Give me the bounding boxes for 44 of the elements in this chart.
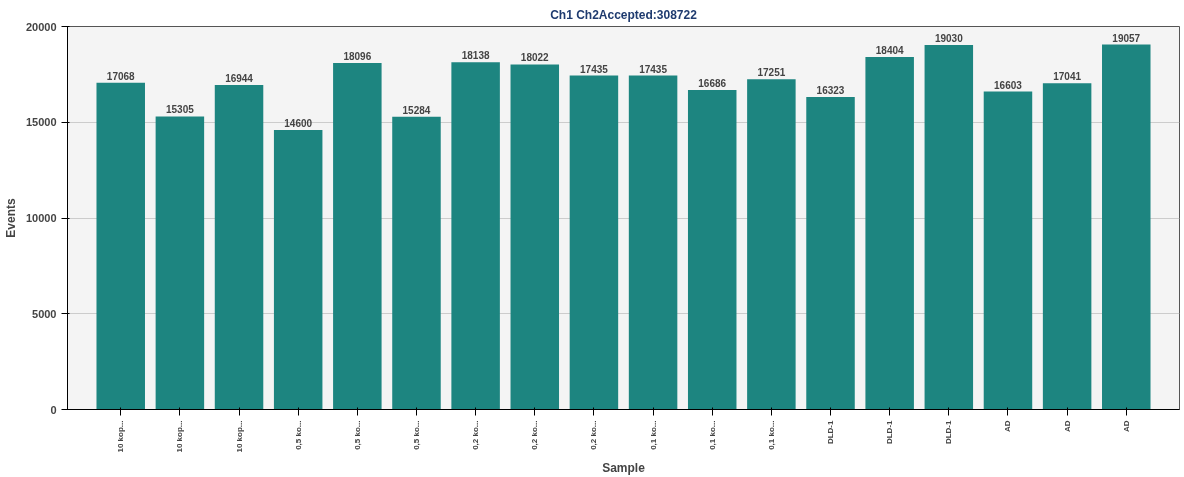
data-label: 15284 bbox=[402, 104, 431, 116]
y-axis-title: Events bbox=[3, 198, 18, 238]
x-axis-title: Sample bbox=[602, 460, 646, 475]
x-tick-label: AD bbox=[1003, 420, 1013, 433]
x-tick-label: 0,1 ko... bbox=[766, 420, 776, 450]
x-tick-label: 10 kop... bbox=[175, 420, 185, 453]
x-tick-label: 0,5 ko... bbox=[352, 420, 362, 450]
data-label: 16944 bbox=[225, 73, 254, 85]
chart-title: Ch1 Ch2Accepted:308722 bbox=[550, 7, 698, 22]
x-tick-label: 0,2 ko... bbox=[589, 420, 599, 450]
x-tick-label: 10 kop... bbox=[234, 420, 244, 453]
y-tick-label: 5000 bbox=[32, 307, 57, 320]
data-label: 17435 bbox=[580, 63, 609, 75]
data-label: 19057 bbox=[1112, 32, 1141, 44]
x-tick-label: DLD-1 bbox=[885, 419, 895, 445]
data-label: 14600 bbox=[284, 117, 313, 129]
data-label: 16603 bbox=[994, 79, 1023, 91]
y-tick-label: 0 bbox=[50, 403, 57, 416]
x-tick-label: DLD-1 bbox=[826, 419, 836, 445]
x-tick-label: DLD-1 bbox=[944, 419, 954, 445]
y-tick-label: 10000 bbox=[25, 212, 57, 224]
x-tick-label: 0,2 ko... bbox=[471, 420, 481, 450]
x-tick-label: 0,2 ko... bbox=[530, 420, 540, 450]
data-label: 17251 bbox=[757, 67, 786, 79]
x-tick-label: 0,5 ko... bbox=[293, 420, 303, 450]
data-label: 16686 bbox=[698, 77, 727, 89]
y-tick-label: 15000 bbox=[25, 116, 57, 129]
x-tick-label: 0,5 ko... bbox=[411, 420, 421, 450]
x-tick-label: AD bbox=[1121, 420, 1131, 433]
data-label: 18138 bbox=[461, 50, 490, 62]
data-label: 16323 bbox=[816, 84, 845, 96]
data-label: 18096 bbox=[343, 50, 372, 62]
data-label: 18404 bbox=[875, 45, 905, 57]
x-tick-label: AD bbox=[1062, 420, 1072, 433]
data-label: 17435 bbox=[639, 63, 668, 75]
x-tick-label: 0,1 ko... bbox=[707, 420, 717, 450]
data-label: 15305 bbox=[165, 104, 195, 116]
x-tick-label: 0,1 ko... bbox=[648, 420, 658, 450]
x-tick-label: 10 kop... bbox=[116, 420, 126, 453]
data-label: 18022 bbox=[520, 52, 550, 64]
data-label: 17068 bbox=[106, 70, 136, 82]
data-label: 17041 bbox=[1053, 71, 1082, 83]
data-label: 19030 bbox=[934, 33, 964, 45]
y-tick-label: 20000 bbox=[25, 20, 57, 33]
